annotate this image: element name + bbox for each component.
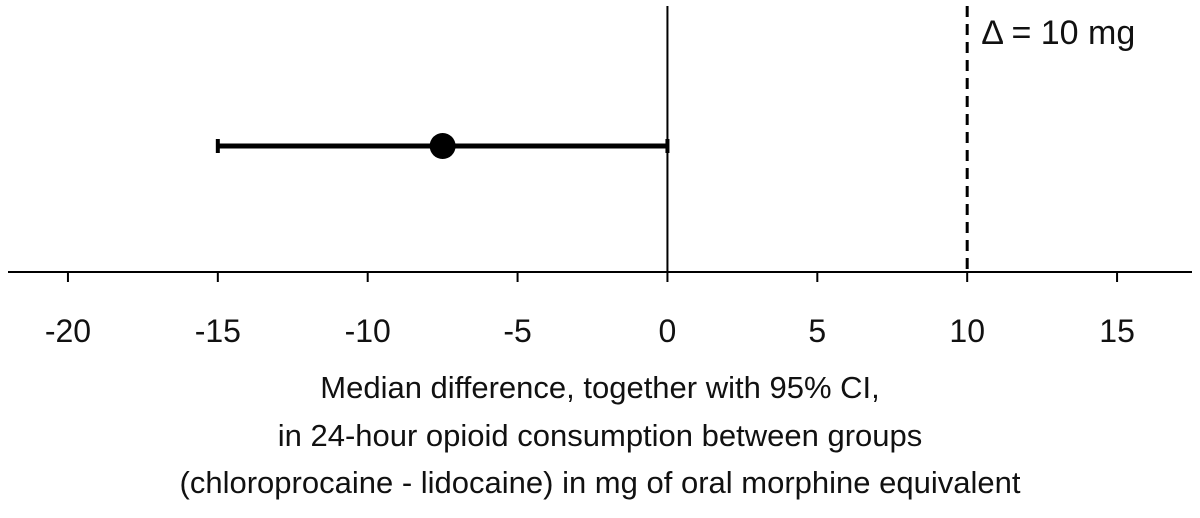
x-tick-label: 0 xyxy=(659,313,677,349)
x-axis-label-line-1: Median difference, together with 95% CI, xyxy=(320,370,880,405)
x-tick-label: -5 xyxy=(503,313,531,349)
x-tick-label: -10 xyxy=(345,313,391,349)
x-tick-label: 5 xyxy=(808,313,826,349)
x-axis xyxy=(8,271,1192,282)
reference-lines: Δ = 10 mg xyxy=(666,6,1135,272)
point-estimates xyxy=(429,133,456,159)
x-tick-label: -15 xyxy=(195,313,241,349)
equivalence-margin-label: Δ = 10 mg xyxy=(981,14,1135,52)
x-axis-label-line-3: (chloroprocaine - lidocaine) in mg of or… xyxy=(179,465,1021,500)
x-axis-label-line-2: in 24-hour opioid consumption between gr… xyxy=(277,418,923,453)
x-tick-label: -20 xyxy=(45,313,91,349)
median-difference-point xyxy=(429,133,456,159)
x-tick-label: 15 xyxy=(1099,313,1135,349)
x-tick-labels: -20 -15 -10 -5 0 5 10 15 xyxy=(45,313,1135,349)
x-tick-label: 10 xyxy=(949,313,985,349)
